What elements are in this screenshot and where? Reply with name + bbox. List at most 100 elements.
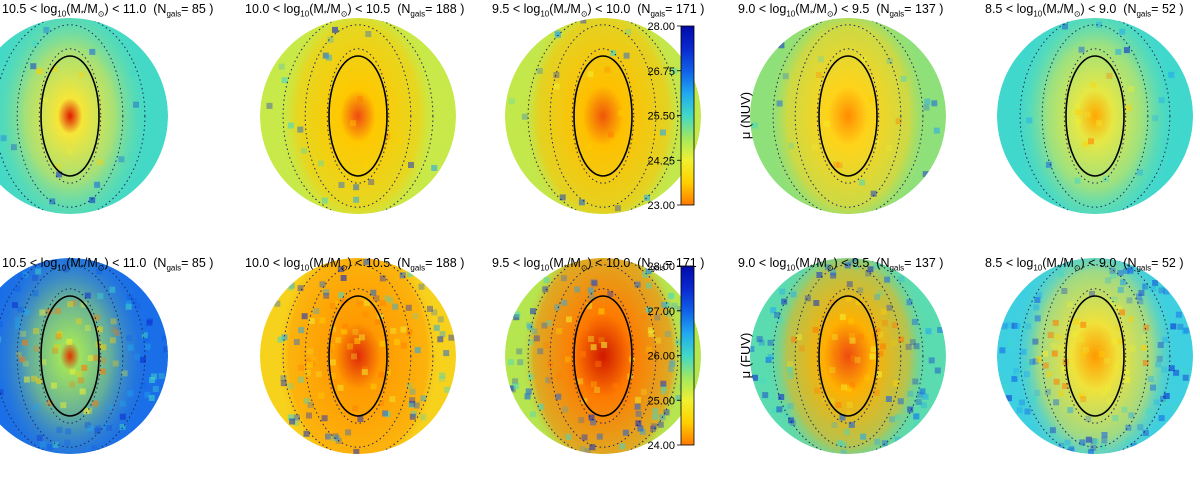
ngals-value: 137: [914, 256, 936, 270]
noise-pixel: [634, 403, 641, 410]
noise-pixel: [0, 135, 7, 142]
noise-pixel: [657, 421, 664, 428]
noise-pixel: [1082, 141, 1089, 148]
noise-pixel: [110, 318, 117, 325]
noise-pixel: [318, 160, 324, 167]
noise-pixel: [811, 144, 818, 151]
noise-pixel: [574, 286, 581, 293]
noise-pixel: [664, 310, 671, 317]
noise-pixel: [63, 266, 69, 273]
noise-pixel: [1014, 323, 1021, 330]
noise-pixel: [846, 281, 853, 288]
noise-pixel: [1064, 439, 1071, 446]
noise-pixel: [1128, 316, 1134, 323]
noise-pixel: [19, 356, 26, 363]
reference-ellipse: [1065, 295, 1125, 417]
noise-pixel: [97, 159, 104, 166]
noise-pixel: [437, 336, 444, 343]
noise-pixel: [848, 421, 855, 428]
noise-pixel: [660, 388, 667, 395]
noise-pixel: [869, 353, 876, 360]
noise-pixel: [894, 414, 901, 421]
noise-pixel: [1152, 280, 1159, 286]
noise-pixel: [126, 299, 132, 306]
noise-pixel: [357, 96, 364, 102]
noise-pixel: [76, 371, 83, 377]
noise-pixel: [1162, 399, 1169, 406]
panel-fuv-2: [260, 258, 456, 454]
noise-pixel: [610, 50, 617, 57]
noise-pixel: [830, 272, 837, 279]
contour-line-2: [1041, 24, 1149, 208]
noise-pixel: [787, 361, 794, 368]
noise-pixel: [580, 351, 587, 358]
noise-pixel: [913, 413, 919, 420]
noise-pixel: [1058, 390, 1065, 397]
noise-pixel: [341, 297, 348, 304]
noise-pixel: [1122, 355, 1129, 362]
noise-pixel: [126, 294, 133, 301]
noise-pixel: [297, 376, 304, 383]
noise-pixel: [79, 388, 86, 395]
noise-pixel: [839, 414, 846, 421]
noise-pixel: [1142, 360, 1149, 366]
noise-pixel: [1168, 71, 1175, 78]
noise-pixel: [804, 295, 811, 302]
noise-pixel: [96, 326, 103, 333]
noise-pixel: [1109, 299, 1116, 306]
noise-pixel: [301, 147, 307, 154]
noise-pixel: [1078, 46, 1085, 53]
noise-pixel: [338, 292, 345, 299]
noise-pixel: [1073, 318, 1080, 325]
noise-pixel: [1115, 324, 1122, 331]
noise-pixel: [1127, 268, 1134, 275]
noise-pixel: [161, 335, 168, 342]
contour-line-1: [1063, 288, 1127, 424]
noise-pixel: [393, 339, 400, 345]
noise-pixel: [879, 343, 886, 350]
noise-pixel: [814, 387, 821, 394]
noise-pixel: [580, 18, 587, 24]
colorbar-label: μ (NUV): [738, 92, 753, 139]
noise-pixel: [660, 380, 667, 387]
noise-pixel: [675, 395, 682, 402]
noise-pixel: [1078, 336, 1085, 343]
ngals-value: 52: [1161, 2, 1176, 16]
noise-pixel: [671, 67, 678, 74]
noise-pixel: [1047, 332, 1054, 339]
noise-pixel: [881, 320, 888, 326]
noise-pixel: [585, 143, 592, 150]
noise-pixel: [140, 356, 146, 363]
noise-pixel: [931, 100, 938, 107]
noise-pixel: [1071, 331, 1078, 338]
noise-pixel: [1100, 444, 1107, 450]
reference-ellipse: [328, 55, 388, 177]
noise-pixel: [853, 263, 859, 270]
noise-pixel: [846, 402, 853, 408]
noise-pixel: [1153, 399, 1160, 406]
noise-pixel: [1002, 383, 1009, 390]
noise-pixel: [319, 317, 326, 324]
noise-pixel: [287, 414, 294, 421]
noise-pixel: [542, 286, 549, 293]
noise-pixel: [635, 396, 641, 403]
noise-pixel: [765, 356, 772, 363]
noise-pixel: [431, 309, 438, 316]
noise-pixel: [787, 373, 794, 379]
noise-pixel: [1053, 378, 1060, 385]
noise-pixel: [69, 381, 75, 388]
contour-line-3: [527, 18, 679, 214]
noise-pixel: [1178, 323, 1184, 330]
noise-pixel: [376, 398, 383, 405]
panel-title: 10.0 < log10(M*/M⊙) < 10.5 (Ngals= 188 ): [245, 2, 465, 19]
noise-pixel: [778, 394, 785, 400]
noise-pixel: [1150, 384, 1156, 391]
noise-pixel: [541, 322, 548, 329]
noise-pixel: [66, 148, 73, 155]
mass-high: 10.0: [605, 256, 631, 270]
colorbar-tick-label: 23.00: [647, 200, 675, 212]
noise-pixel: [867, 266, 874, 273]
reference-ellipse: [40, 55, 100, 177]
noise-pixel: [1103, 357, 1110, 364]
noise-pixel: [595, 360, 602, 367]
